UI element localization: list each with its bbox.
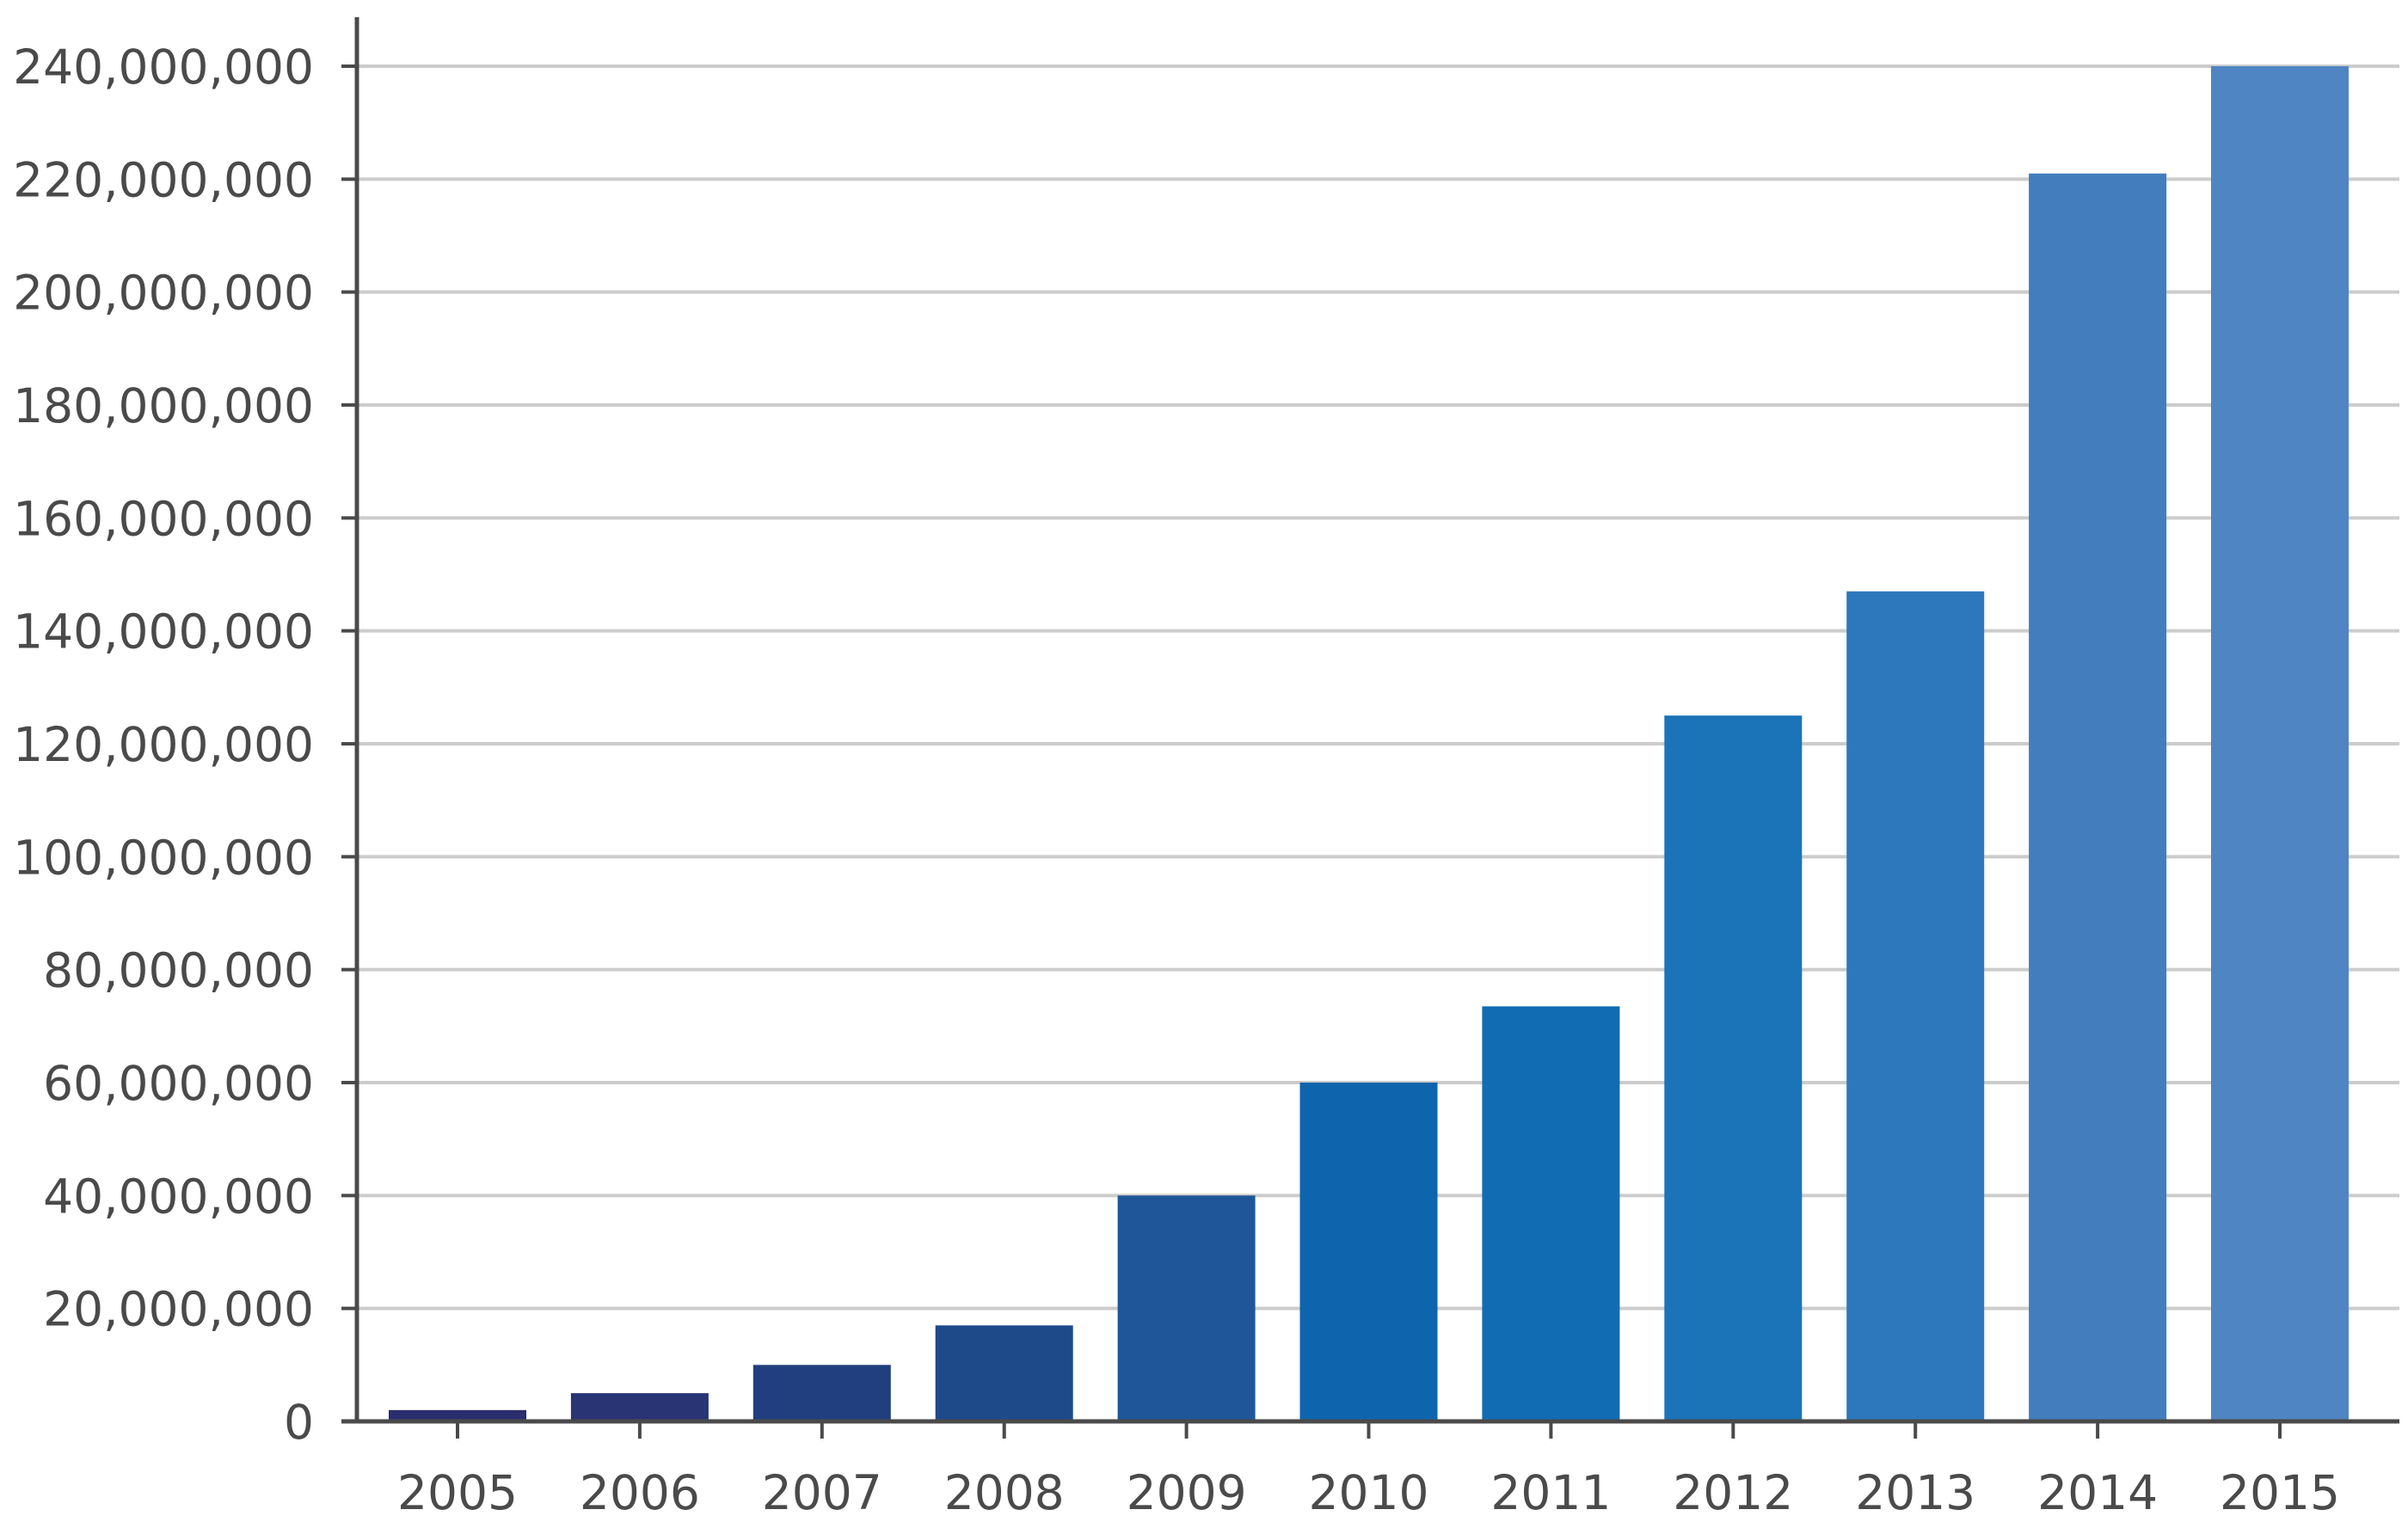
bar-2013	[1846, 591, 1985, 1421]
y-tick-label: 20,000,000	[43, 1282, 314, 1337]
x-tick-label: 2007	[762, 1465, 882, 1520]
x-tick-label: 2008	[944, 1465, 1065, 1520]
bar-2011	[1482, 1006, 1620, 1421]
bar-2015	[2211, 66, 2349, 1421]
y-tick-label: 120,000,000	[13, 717, 314, 772]
x-tick-labels: 2005 2006 2007 2008 2009 2010 2011 2012 2013 2014…	[397, 1465, 2340, 1520]
x-tick-label: 2006	[580, 1465, 700, 1520]
x-tick-label: 2010	[1309, 1465, 1429, 1520]
bar-2007	[752, 1365, 891, 1421]
x-tick-label: 2005	[397, 1465, 518, 1520]
y-tick-label: 60,000,000	[43, 1056, 314, 1111]
bars	[389, 66, 2349, 1422]
y-tick-label: 200,000,000	[13, 266, 314, 321]
bar-2009	[1117, 1195, 1256, 1421]
x-tick-label: 2014	[2037, 1465, 2158, 1520]
y-tick-label: 160,000,000	[13, 491, 314, 546]
x-tick-label: 2011	[1490, 1465, 1611, 1520]
y-tick-label: 240,000,000	[13, 40, 314, 95]
bar-2006	[570, 1393, 709, 1421]
x-tick-label: 2015	[2220, 1465, 2340, 1520]
x-tick-label: 2012	[1673, 1465, 1793, 1520]
y-tick-label: 100,000,000	[13, 830, 314, 885]
y-tick-label: 0	[284, 1395, 314, 1450]
y-tick-label: 140,000,000	[13, 604, 314, 660]
bar-2012	[1664, 715, 1803, 1421]
y-tick-label: 180,000,000	[13, 378, 314, 433]
bar-2010	[1299, 1083, 1438, 1421]
bar-2005	[389, 1409, 526, 1421]
axes	[341, 17, 2399, 1439]
x-tick-label: 2013	[1855, 1465, 1975, 1520]
bar-2014	[2029, 173, 2167, 1422]
y-tick-labels: 0 20,000,000 40,000,000 60,000,000 80,000,00…	[13, 40, 314, 1450]
bar-2008	[935, 1325, 1073, 1421]
y-tick-label: 80,000,000	[43, 943, 314, 998]
x-tick-label: 2009	[1127, 1465, 1247, 1520]
y-tick-label: 220,000,000	[13, 152, 314, 207]
y-tick-label: 40,000,000	[43, 1169, 314, 1224]
